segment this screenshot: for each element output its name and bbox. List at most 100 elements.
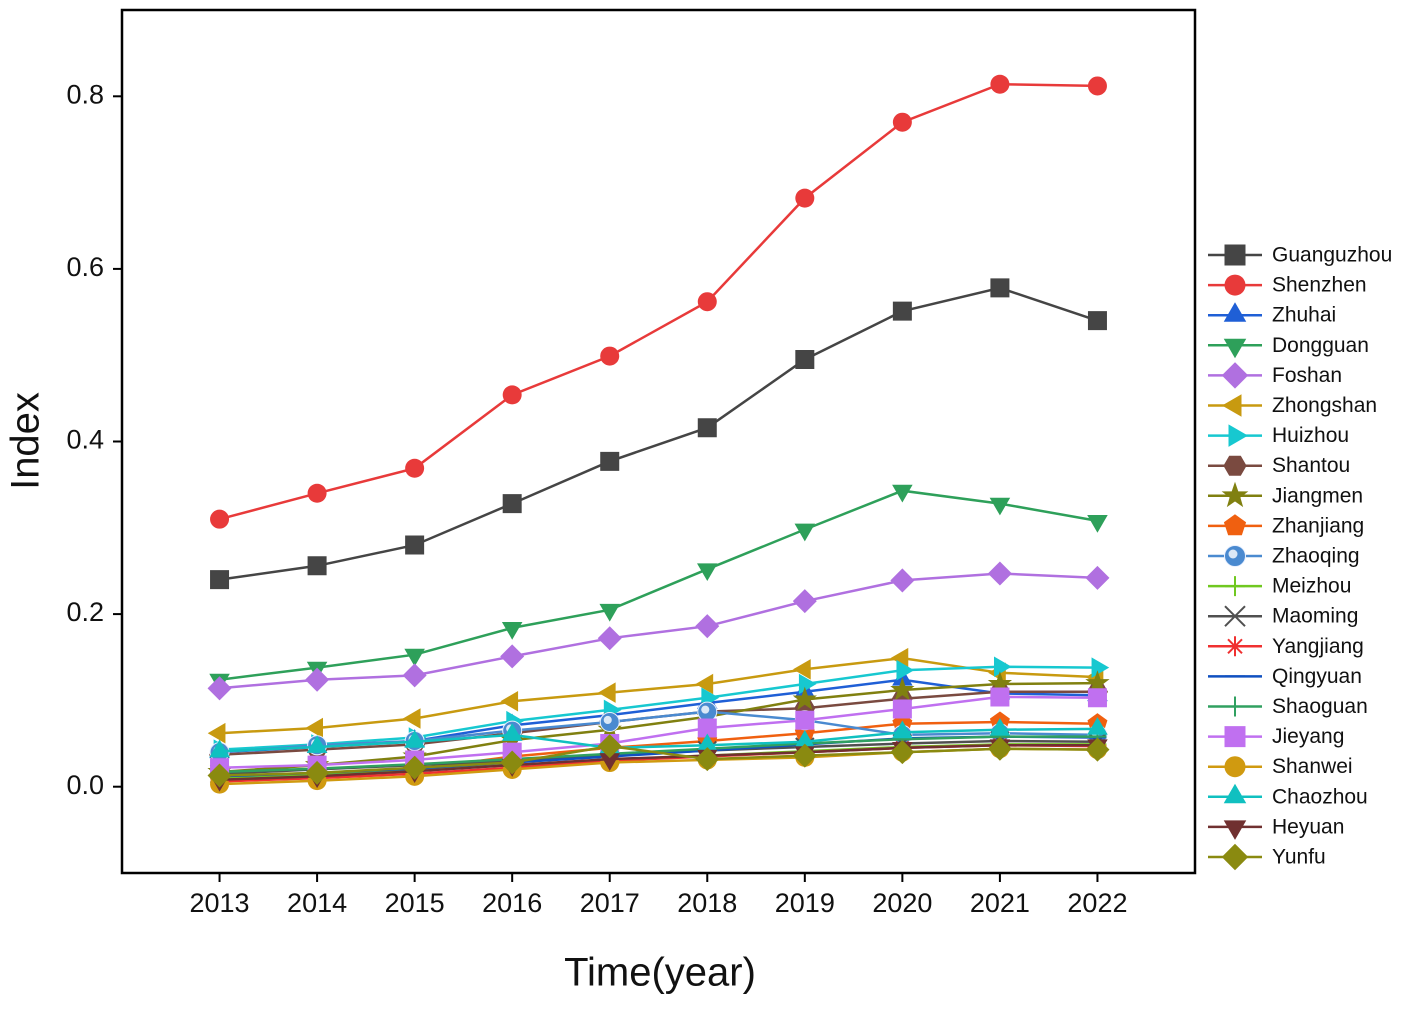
marker xyxy=(697,563,718,582)
legend-label: Shanwei xyxy=(1272,755,1353,778)
marker-highlight xyxy=(1228,549,1238,559)
marker xyxy=(500,644,525,669)
marker xyxy=(1085,670,1110,694)
marker xyxy=(307,483,327,503)
y-tick-label: 0.6 xyxy=(66,252,104,282)
x-tick-label: 2020 xyxy=(872,888,932,918)
marker xyxy=(1224,756,1246,778)
marker xyxy=(402,755,427,780)
marker xyxy=(1224,244,1246,266)
marker xyxy=(207,676,232,701)
series xyxy=(210,74,1107,529)
marker xyxy=(989,717,1011,736)
marker xyxy=(892,484,913,503)
marker xyxy=(896,659,915,681)
series-line xyxy=(219,489,1098,681)
marker xyxy=(600,346,620,366)
marker xyxy=(792,686,817,710)
marker xyxy=(1222,394,1242,417)
legend-label: Yunfu xyxy=(1272,846,1326,869)
y-tick-label: 0.4 xyxy=(66,425,104,455)
marker xyxy=(1087,76,1107,96)
legend-label: Huizhou xyxy=(1272,424,1349,447)
marker xyxy=(695,673,714,695)
series xyxy=(207,561,1110,701)
marker xyxy=(501,723,523,741)
marker xyxy=(501,622,523,640)
marker xyxy=(794,523,816,542)
marker xyxy=(207,722,226,744)
series-line xyxy=(219,744,1098,782)
marker xyxy=(307,556,327,576)
x-tick-label: 2013 xyxy=(190,888,250,918)
legend-label: Dongguan xyxy=(1272,334,1369,357)
legend-label: Guanguzhou xyxy=(1272,244,1392,267)
marker xyxy=(1221,362,1249,389)
marker xyxy=(600,451,620,471)
marker xyxy=(1225,576,1245,597)
marker xyxy=(792,589,817,614)
marker xyxy=(1224,605,1246,627)
marker xyxy=(210,509,230,529)
series xyxy=(210,687,1107,778)
legend-label: Zhanjiang xyxy=(1272,514,1364,537)
marker xyxy=(1225,636,1245,657)
series-line xyxy=(219,735,1098,774)
legend-label: Maoming xyxy=(1272,605,1358,628)
marker xyxy=(1224,726,1246,748)
marker xyxy=(990,687,1010,707)
y-tick-label: 0.0 xyxy=(66,770,104,800)
marker xyxy=(1087,514,1108,533)
series-line xyxy=(219,681,1098,774)
series-line xyxy=(219,286,1098,581)
marker xyxy=(305,667,330,692)
marker xyxy=(987,736,1012,761)
y-tick-label: 0.8 xyxy=(66,79,104,109)
legend-label: Chaozhou xyxy=(1272,785,1368,808)
marker xyxy=(795,710,815,730)
marker xyxy=(1228,424,1248,447)
marker xyxy=(405,458,425,478)
marker xyxy=(798,673,817,695)
legend: Guanguzhou Shenzhen Zhuhai Dongguan Foshan Zh… xyxy=(1208,244,1392,871)
marker xyxy=(1221,481,1249,508)
series-line xyxy=(219,744,1098,777)
marker-highlight xyxy=(701,705,710,714)
marker xyxy=(404,730,425,748)
legend-label: Qingyuan xyxy=(1272,665,1362,688)
marker xyxy=(1223,302,1247,322)
marker xyxy=(1091,657,1110,678)
marker xyxy=(890,740,915,765)
series-line xyxy=(219,656,1098,735)
marker xyxy=(695,747,720,772)
marker xyxy=(500,750,525,775)
series-line xyxy=(219,572,1098,690)
marker xyxy=(597,626,622,651)
series xyxy=(207,647,1104,744)
marker xyxy=(305,717,323,739)
series xyxy=(209,484,1108,692)
x-tick-label: 2021 xyxy=(970,888,1030,918)
marker xyxy=(402,708,421,729)
marker xyxy=(892,301,912,321)
marker xyxy=(305,760,330,785)
marker xyxy=(697,718,717,738)
marker xyxy=(1087,717,1108,735)
legend-label: Shenzhen xyxy=(1272,274,1367,297)
marker xyxy=(207,763,232,788)
marker xyxy=(306,735,328,753)
marker xyxy=(402,663,427,688)
marker xyxy=(597,682,616,703)
marker xyxy=(404,648,425,667)
series-line xyxy=(219,695,1098,769)
marker xyxy=(987,561,1012,586)
marker-highlight xyxy=(603,715,612,725)
marker xyxy=(500,690,519,712)
marker xyxy=(990,74,1010,94)
marker xyxy=(502,385,522,405)
series-line xyxy=(219,665,1098,751)
marker xyxy=(1223,338,1247,359)
y-axis-title: Index xyxy=(4,392,48,490)
marker xyxy=(1223,783,1247,804)
legend-label: Zhuhai xyxy=(1272,304,1336,327)
